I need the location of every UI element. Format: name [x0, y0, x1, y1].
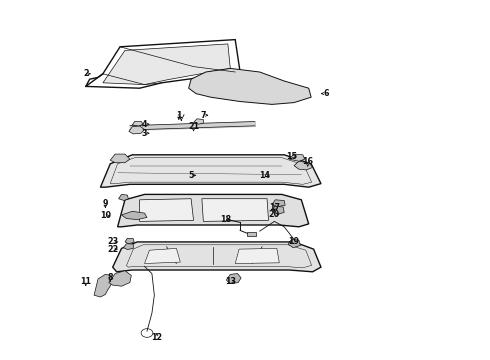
Polygon shape	[123, 244, 133, 249]
Polygon shape	[273, 206, 284, 214]
Polygon shape	[189, 68, 311, 104]
Text: 4: 4	[142, 120, 147, 129]
FancyBboxPatch shape	[247, 232, 256, 236]
Text: 7: 7	[200, 111, 206, 120]
Polygon shape	[110, 154, 130, 163]
Text: 3: 3	[142, 129, 147, 138]
Text: 8: 8	[107, 273, 113, 282]
Polygon shape	[129, 126, 145, 134]
Polygon shape	[226, 274, 241, 284]
Text: 9: 9	[102, 199, 108, 208]
Polygon shape	[294, 161, 313, 170]
Text: 6: 6	[323, 89, 329, 98]
Text: 18: 18	[220, 215, 231, 224]
Polygon shape	[145, 248, 180, 264]
Polygon shape	[113, 242, 321, 272]
Text: 22: 22	[107, 245, 118, 253]
Text: 11: 11	[80, 277, 91, 286]
Text: 19: 19	[289, 238, 299, 246]
Polygon shape	[202, 199, 269, 221]
Text: 2: 2	[83, 69, 89, 78]
Polygon shape	[122, 211, 147, 220]
Text: 13: 13	[225, 277, 236, 286]
Text: 10: 10	[100, 211, 111, 220]
Polygon shape	[103, 44, 230, 85]
Text: 21: 21	[188, 122, 199, 131]
Text: 15: 15	[286, 152, 297, 161]
Polygon shape	[109, 271, 131, 286]
Polygon shape	[132, 121, 143, 126]
Polygon shape	[125, 238, 134, 244]
Text: 16: 16	[302, 157, 313, 166]
Polygon shape	[140, 199, 194, 221]
Text: 1: 1	[176, 111, 182, 120]
Polygon shape	[235, 248, 279, 264]
Text: 23: 23	[107, 238, 118, 246]
Polygon shape	[289, 154, 305, 161]
Polygon shape	[100, 155, 321, 187]
Polygon shape	[94, 274, 113, 297]
Text: 20: 20	[269, 210, 280, 219]
Polygon shape	[272, 200, 285, 207]
Polygon shape	[119, 194, 128, 201]
Text: 14: 14	[259, 171, 270, 180]
Polygon shape	[194, 119, 203, 124]
Polygon shape	[288, 239, 300, 248]
Polygon shape	[118, 194, 309, 227]
Text: 17: 17	[269, 202, 280, 211]
Text: 12: 12	[151, 333, 162, 342]
Text: 5: 5	[188, 171, 194, 180]
